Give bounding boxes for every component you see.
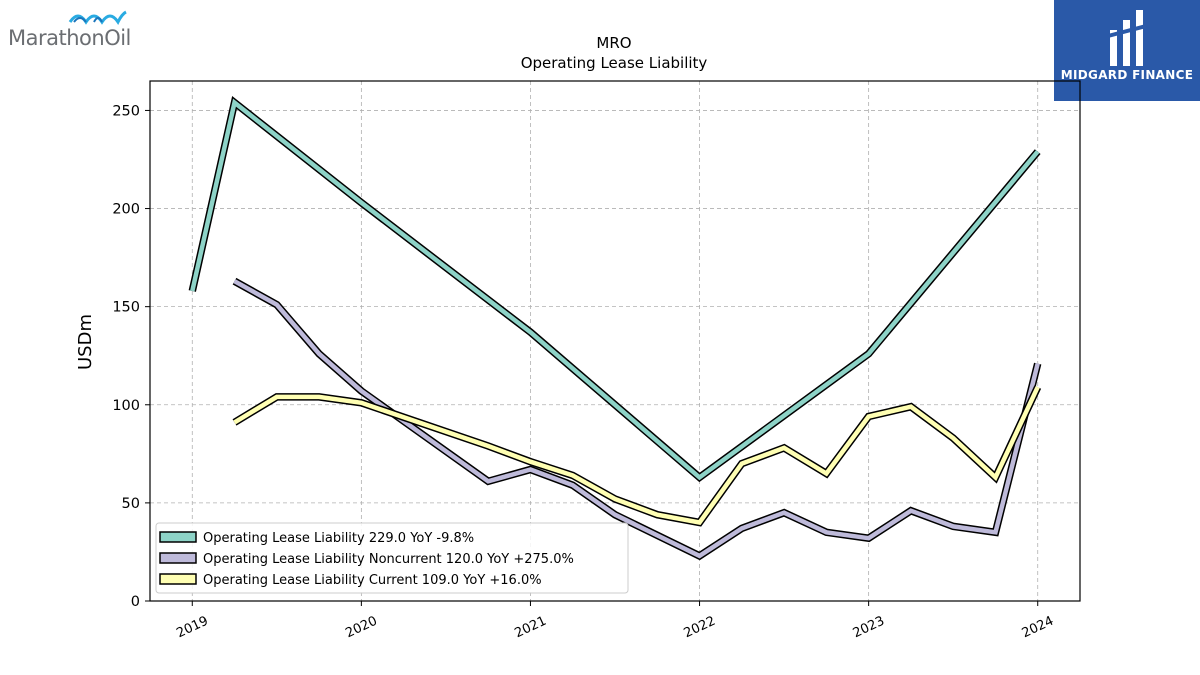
series-lines bbox=[192, 103, 1037, 556]
y-tick-label: 0 bbox=[131, 594, 140, 610]
legend: Operating Lease Liability 229.0 YoY -9.8… bbox=[156, 523, 628, 593]
y-tick-label: 250 bbox=[112, 103, 140, 119]
y-tick-label: 100 bbox=[112, 398, 140, 414]
y-tick-label: 200 bbox=[112, 202, 140, 218]
legend-label: Operating Lease Liability Current 109.0 … bbox=[203, 573, 542, 588]
legend-label: Operating Lease Liability 229.0 YoY -9.8… bbox=[203, 531, 474, 546]
x-tick-label: 2021 bbox=[512, 614, 548, 642]
y-axis-label: USDm bbox=[75, 314, 96, 370]
line-chart: MRO Operating Lease Liability USDm 0 50 10… bbox=[0, 0, 1200, 675]
series-1-line bbox=[192, 103, 1037, 478]
legend-swatch bbox=[160, 553, 196, 563]
x-tick-label: 2019 bbox=[174, 614, 210, 642]
series-3-outline bbox=[235, 387, 1038, 522]
x-tick-label: 2023 bbox=[851, 614, 887, 642]
legend-swatch bbox=[160, 574, 196, 584]
legend-swatch bbox=[160, 532, 196, 542]
y-tick-label: 50 bbox=[122, 496, 140, 512]
chart-title: MRO bbox=[596, 34, 631, 52]
x-tick-label: 2024 bbox=[1020, 614, 1056, 642]
y-tick-label: 150 bbox=[112, 300, 140, 316]
legend-label: Operating Lease Liability Noncurrent 120… bbox=[203, 552, 574, 567]
x-tick-label: 2022 bbox=[682, 614, 718, 642]
x-tick-label: 2020 bbox=[343, 614, 379, 642]
chart-subtitle: Operating Lease Liability bbox=[521, 54, 708, 72]
series-1-outline bbox=[192, 103, 1037, 478]
